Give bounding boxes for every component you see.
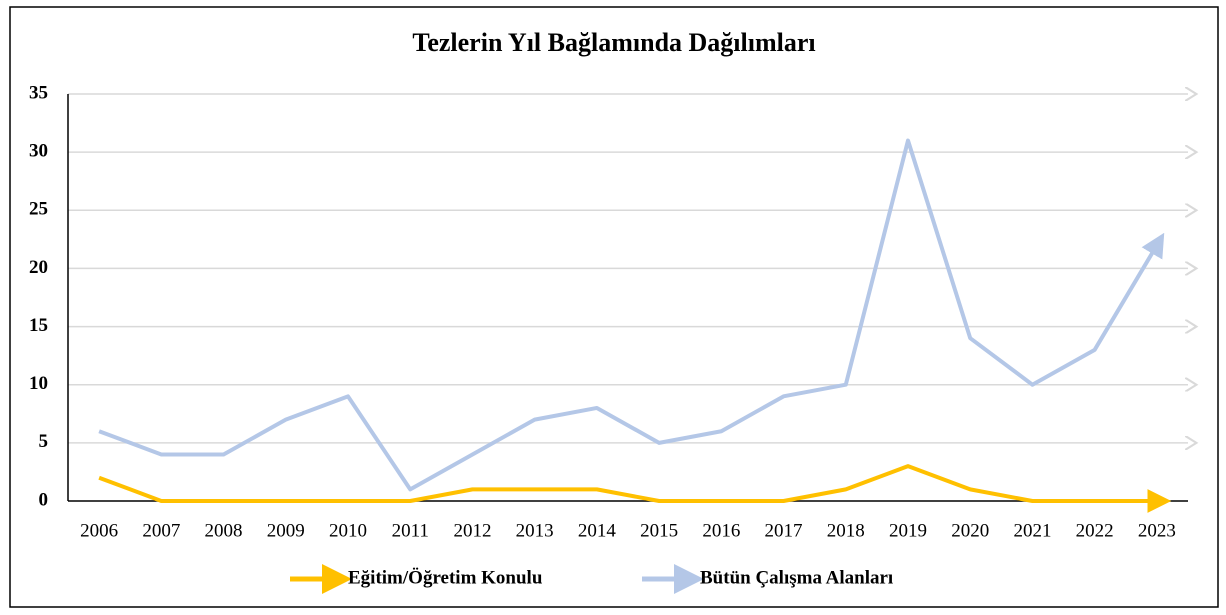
legend-label: Bütün Çalışma Alanları xyxy=(700,567,893,588)
x-tick-label: 2016 xyxy=(702,520,740,541)
chart-title: Tezlerin Yıl Bağlamında Dağılımları xyxy=(412,28,815,57)
y-tick-label: 20 xyxy=(29,257,48,278)
x-tick-label: 2009 xyxy=(267,520,305,541)
x-tick-label: 2013 xyxy=(516,520,554,541)
x-tick-label: 2012 xyxy=(453,520,491,541)
data-line xyxy=(98,138,1165,492)
x-tick-label: 2007 xyxy=(142,520,180,541)
y-tick-label: 25 xyxy=(29,199,48,220)
chart-frame xyxy=(9,6,1219,608)
x-tick-label: 2019 xyxy=(889,520,927,541)
y-tick-label: 15 xyxy=(29,315,48,336)
x-tick-label: 2011 xyxy=(392,520,429,541)
y-tick-label: 0 xyxy=(39,489,49,510)
x-tick-label: 2010 xyxy=(329,520,367,541)
x-tick-label: 2022 xyxy=(1076,520,1114,541)
x-tick-label: 2021 xyxy=(1013,520,1051,541)
x-tick-label: 2023 xyxy=(1138,520,1176,541)
y-tick-label: 10 xyxy=(29,373,48,394)
x-tick-label: 2015 xyxy=(640,520,678,541)
y-tick-label: 30 xyxy=(29,141,48,162)
x-tick-label: 2017 xyxy=(765,520,803,541)
x-tick-label: 2008 xyxy=(205,520,243,541)
y-tick-label: 35 xyxy=(29,82,48,103)
legend-label: Eğitim/Öğretim Konulu xyxy=(348,567,543,588)
x-tick-label: 2018 xyxy=(827,520,865,541)
data-line xyxy=(98,464,1172,513)
x-tick-label: 2020 xyxy=(951,520,989,541)
y-tick-label: 5 xyxy=(39,431,49,452)
x-tick-label: 2006 xyxy=(80,520,118,541)
x-tick-label: 2014 xyxy=(578,520,617,541)
